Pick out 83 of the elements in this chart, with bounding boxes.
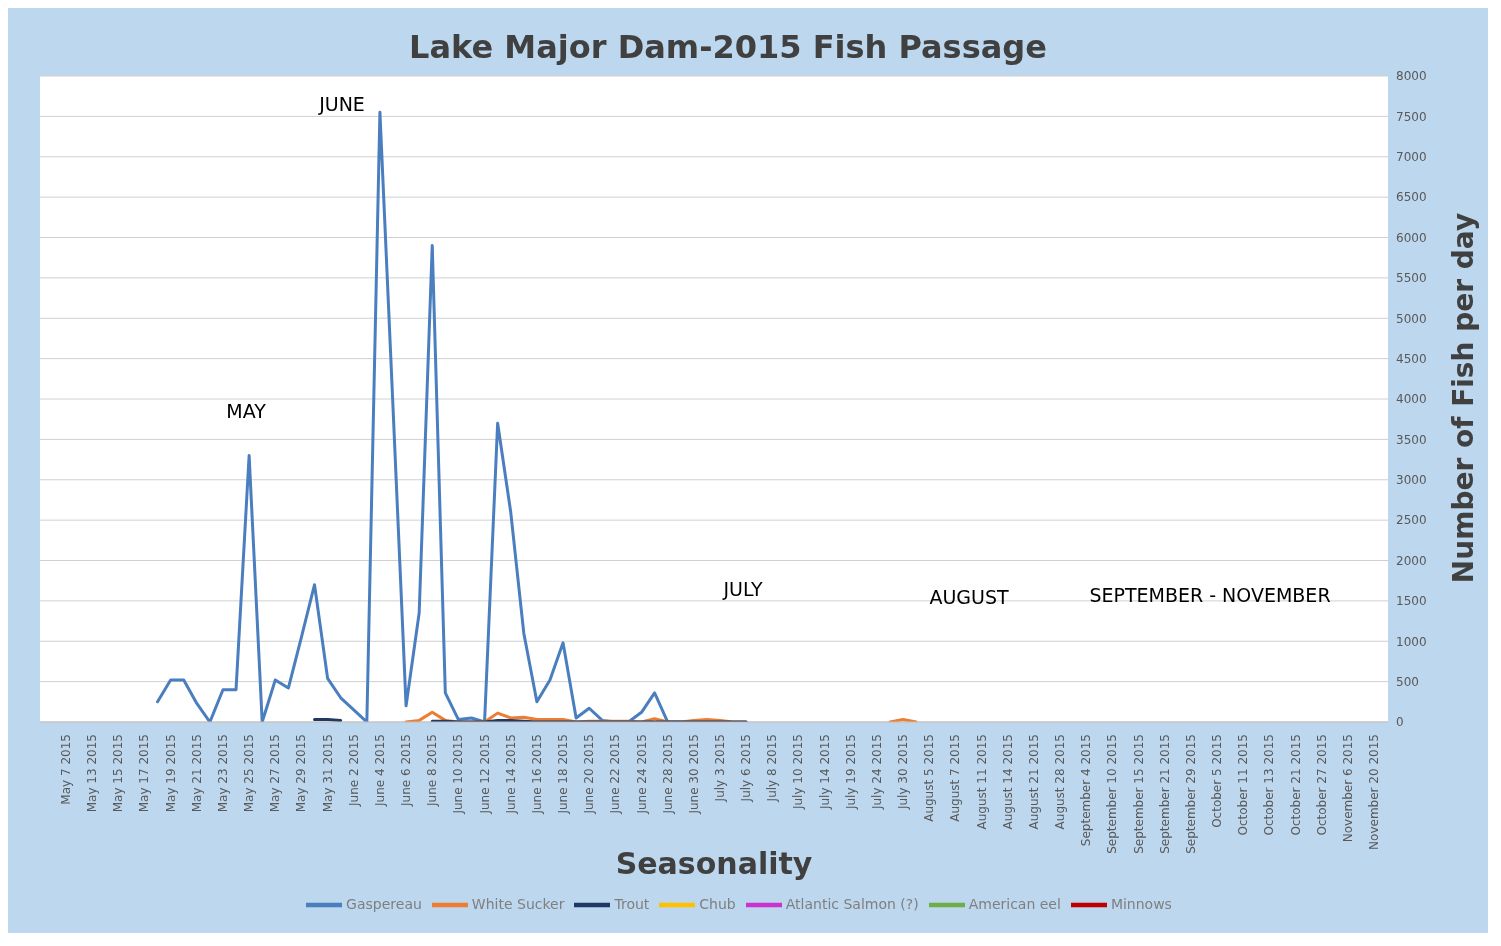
annotation: JULY [723, 578, 763, 600]
x-tick-label: May 23 2015 [215, 734, 230, 813]
y-tick-label: 6500 [1396, 190, 1427, 205]
x-tick-label: October 13 2015 [1262, 734, 1277, 836]
x-tick-label: July 6 2015 [739, 734, 754, 803]
y-tick-label: 7000 [1396, 150, 1427, 165]
x-tick-label: May 19 2015 [163, 734, 178, 813]
x-tick-label: May 13 2015 [85, 734, 100, 813]
x-tick-label: July 3 2015 [713, 734, 727, 803]
x-tick-label: June 24 2015 [634, 734, 649, 815]
y-tick-label: 1500 [1396, 594, 1427, 609]
annotation: SEPTEMBER - NOVEMBER [1089, 584, 1331, 606]
x-tick-label: October 21 2015 [1288, 734, 1303, 836]
x-tick-label: September 15 2015 [1131, 734, 1146, 854]
x-tick-label: June 18 2015 [556, 734, 571, 815]
y-axis-title: Number of Fish per day [1446, 212, 1480, 584]
x-tick-label: September 21 2015 [1157, 734, 1172, 854]
y-tick-label: 3500 [1396, 432, 1427, 447]
x-tick-label: October 11 2015 [1236, 734, 1251, 836]
legend-label: Atlantic Salmon (?) [785, 896, 919, 912]
x-tick-label: November 6 2015 [1340, 734, 1355, 843]
x-tick-label: August 11 2015 [974, 734, 989, 830]
x-tick-label: May 25 2015 [242, 734, 257, 813]
x-tick-label: June 20 2015 [582, 734, 597, 815]
y-tick-label: 5500 [1396, 271, 1427, 286]
x-tick-label: June 4 2015 [372, 734, 387, 807]
x-tick-label: July 24 2015 [869, 734, 884, 811]
x-tick-label: October 5 2015 [1210, 734, 1225, 828]
x-tick-label: September 10 2015 [1105, 734, 1120, 854]
x-tick-label: June 16 2015 [529, 734, 544, 815]
x-tick-label: September 4 2015 [1079, 734, 1094, 847]
y-tick-label: 7500 [1396, 109, 1427, 124]
x-tick-label: June 12 2015 [477, 734, 492, 815]
x-tick-label: July 30 2015 [896, 734, 911, 811]
x-tick-label: September 29 2015 [1183, 734, 1198, 854]
y-tick-label: 500 [1396, 674, 1419, 689]
legend-label: Gaspereau [346, 896, 422, 912]
y-tick-label: 2000 [1396, 553, 1427, 568]
x-tick-label: June 14 2015 [503, 734, 518, 815]
x-tick-label: June 2 2015 [346, 734, 361, 807]
x-tick-label: July 10 2015 [791, 734, 806, 811]
y-tick-label: 2500 [1396, 513, 1427, 528]
x-tick-label: June 8 2015 [425, 734, 440, 807]
y-tick-label: 3000 [1396, 473, 1427, 488]
x-tick-label: November 20 2015 [1367, 734, 1381, 850]
legend-label: Trout [614, 896, 650, 912]
chart-title: Lake Major Dam-2015 Fish Passage [408, 28, 1048, 66]
annotation: JUNE [319, 93, 365, 115]
y-tick-label: 4500 [1396, 351, 1427, 366]
legend-label: White Sucker [471, 896, 565, 912]
y-tick-label: 6000 [1396, 230, 1427, 245]
x-tick-label: June 28 2015 [660, 734, 675, 815]
y-tick-label: 0 [1396, 715, 1404, 730]
x-tick-label: June 6 2015 [399, 734, 414, 807]
x-tick-label: June 30 2015 [686, 734, 701, 815]
x-tick-label: July 8 2015 [765, 734, 780, 803]
annotation: AUGUST [929, 586, 1009, 608]
x-tick-label: May 27 2015 [268, 734, 283, 813]
y-tick-label: 5000 [1396, 311, 1427, 326]
x-tick-label: May 21 2015 [189, 734, 204, 813]
x-tick-label: July 14 2015 [817, 734, 832, 811]
x-tick-label: July 19 2015 [843, 734, 858, 811]
legend-label: Chub [699, 896, 736, 912]
x-tick-label: August 21 2015 [1026, 734, 1041, 830]
legend-label: Minnows [1110, 896, 1172, 912]
x-axis-title: Seasonality [615, 846, 813, 881]
x-tick-label: May 29 2015 [294, 734, 309, 813]
y-tick-label: 8000 [1396, 69, 1427, 84]
x-tick-label: August 14 2015 [1000, 734, 1015, 830]
x-tick-label: August 5 2015 [922, 734, 937, 822]
x-tick-label: June 10 2015 [451, 734, 466, 815]
x-tick-label: May 15 2015 [111, 734, 126, 813]
x-tick-label: May 31 2015 [320, 734, 335, 813]
x-tick-label: August 7 2015 [948, 734, 963, 822]
annotation: MAY [226, 400, 266, 422]
y-tick-label: 1000 [1396, 634, 1427, 649]
x-tick-label: June 22 2015 [608, 734, 623, 815]
x-tick-label: August 28 2015 [1053, 734, 1068, 830]
y-tick-label: 4000 [1396, 392, 1427, 407]
x-tick-label: May 7 2015 [59, 734, 73, 805]
x-tick-label: October 27 2015 [1314, 734, 1329, 836]
x-tick-label: May 17 2015 [137, 734, 152, 813]
legend-label: American eel [968, 896, 1061, 912]
